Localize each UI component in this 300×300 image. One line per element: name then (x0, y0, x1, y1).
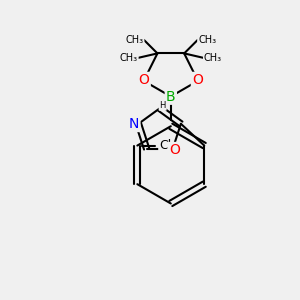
Text: CH₃: CH₃ (204, 53, 222, 63)
Text: CH₃: CH₃ (125, 35, 143, 45)
Text: O: O (192, 73, 203, 87)
Text: O: O (139, 73, 149, 87)
Text: CH₃: CH₃ (119, 53, 138, 63)
Text: N: N (129, 117, 139, 131)
Text: O: O (169, 143, 180, 157)
Text: B: B (166, 89, 175, 103)
Text: H: H (160, 101, 166, 110)
Text: Cl: Cl (160, 139, 172, 152)
Text: CH₃: CH₃ (198, 35, 216, 45)
